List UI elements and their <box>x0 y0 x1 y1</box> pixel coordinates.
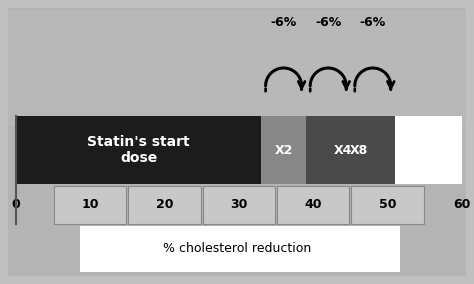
Bar <box>395 116 462 184</box>
Text: -6%: -6% <box>271 16 297 28</box>
Bar <box>352 186 424 224</box>
Bar <box>128 186 201 224</box>
Bar <box>54 186 127 224</box>
Text: 20: 20 <box>156 199 173 212</box>
Text: 30: 30 <box>230 199 248 212</box>
Text: X2: X2 <box>274 143 293 156</box>
Text: 60: 60 <box>453 199 471 212</box>
Text: 0: 0 <box>12 199 20 212</box>
Text: 10: 10 <box>82 199 99 212</box>
Text: X4: X4 <box>333 143 352 156</box>
Text: X8: X8 <box>349 143 368 156</box>
Text: 40: 40 <box>305 199 322 212</box>
Bar <box>203 186 275 224</box>
Text: % cholesterol reduction: % cholesterol reduction <box>163 243 311 256</box>
Bar <box>80 226 400 272</box>
Bar <box>306 116 395 184</box>
Text: Statin's start
dose: Statin's start dose <box>87 135 190 165</box>
Bar <box>277 186 349 224</box>
Text: 50: 50 <box>379 199 396 212</box>
Bar <box>16 116 261 184</box>
Text: -6%: -6% <box>360 16 386 28</box>
Bar <box>261 116 306 184</box>
Text: -6%: -6% <box>315 16 341 28</box>
Bar <box>8 186 466 234</box>
Bar <box>8 10 466 126</box>
